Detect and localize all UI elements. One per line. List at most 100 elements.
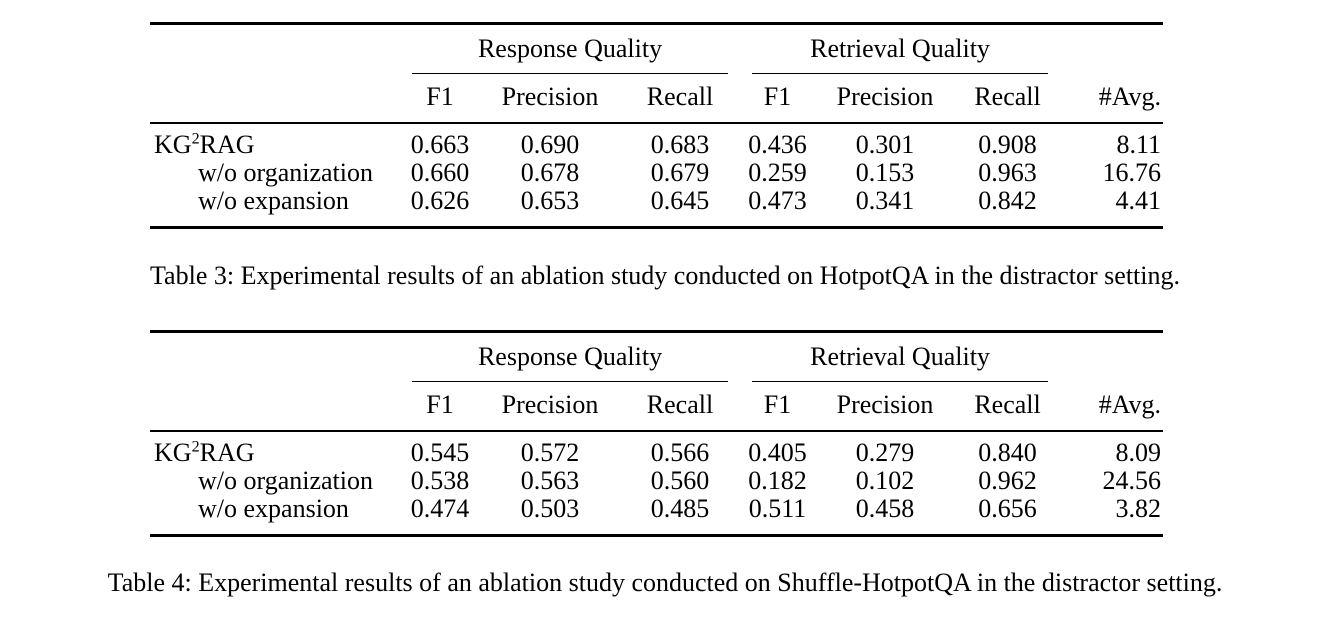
table-row-wo-organization: w/o organization 0.660 0.678 0.679 0.259… <box>150 159 1163 187</box>
column-header-avg: #Avg. <box>1060 382 1164 432</box>
column-group-label: Response Quality <box>412 25 729 74</box>
metric-value-cell: 0.259 <box>748 158 807 187</box>
column-header-precision: Precision <box>480 74 620 124</box>
metric-value-cell: 0.663 <box>410 130 470 159</box>
metric-value-cell: 0.626 <box>410 186 470 215</box>
stub-cell <box>1060 332 1163 383</box>
metric-value-cell: 0.405 <box>748 438 807 467</box>
column-group-response-quality: Response Quality <box>400 24 740 74</box>
table-row-kg2rag: KG2RAG 0.545 0.572 0.566 0.405 0.279 0.8… <box>150 431 1163 467</box>
metric-value-cell: 0.683 <box>650 130 710 159</box>
metric-value-cell: 24.56 <box>1102 466 1162 495</box>
table-caption-3: Table 3: Experimental results of an abla… <box>149 261 1180 290</box>
metric-value-cell: 0.473 <box>748 186 807 215</box>
column-group-label: Response Quality <box>412 333 729 382</box>
column-group-retrieval-quality: Retrieval Quality <box>740 332 1060 382</box>
column-header-precision: Precision <box>480 382 620 432</box>
column-group-row: Response Quality Retrieval Quality <box>150 332 1163 383</box>
results-table-shuffle-hotpotqa: Response Quality Retrieval Quality F1 Pr… <box>150 330 1164 537</box>
table-row-kg2rag: KG2RAG 0.663 0.690 0.683 0.436 0.301 0.9… <box>150 123 1163 159</box>
method-name: KG <box>154 438 192 467</box>
metric-value-cell: 0.538 <box>410 466 470 495</box>
metric-value-cell: 0.485 <box>650 494 710 523</box>
row-label: KG2RAG <box>150 123 400 159</box>
row-label: w/o expansion <box>150 495 400 536</box>
column-header-recall: Recall <box>620 74 741 124</box>
column-group-label: Retrieval Quality <box>752 25 1049 74</box>
metric-value-cell: 0.436 <box>748 130 807 159</box>
table-caption-4: Table 4: Experimental results of an abla… <box>107 568 1223 597</box>
column-header-row: F1 Precision Recall F1 Precision Recall … <box>150 74 1164 124</box>
metric-value-cell: 8.11 <box>1116 130 1162 159</box>
metric-value-cell: 0.678 <box>520 158 580 187</box>
stub-cell <box>150 74 400 124</box>
stub-cell <box>1060 24 1163 75</box>
table-row-wo-expansion: w/o expansion 0.626 0.653 0.645 0.473 0.… <box>150 187 1163 228</box>
metric-value-cell: 0.962 <box>978 466 1037 495</box>
method-name: KG <box>154 130 192 159</box>
column-header-recall: Recall <box>620 382 741 432</box>
metric-value-cell: 0.840 <box>978 438 1037 467</box>
row-label: w/o organization <box>150 467 400 495</box>
column-group-response-quality: Response Quality <box>400 332 740 382</box>
ablation-table: Response Quality Retrieval Quality F1 Pr… <box>150 22 1164 229</box>
column-header-row: F1 Precision Recall F1 Precision Recall … <box>150 382 1164 432</box>
metric-value-cell: 0.842 <box>978 186 1037 215</box>
metric-value-cell: 0.182 <box>748 466 807 495</box>
metric-value-cell: 0.679 <box>650 158 710 187</box>
metric-value-cell: 0.301 <box>855 130 915 159</box>
metric-value-cell: 0.660 <box>410 158 470 187</box>
stub-cell <box>150 24 400 75</box>
column-header-f1: F1 <box>400 382 480 432</box>
metric-value-cell: 0.279 <box>855 438 915 467</box>
column-header-recall: Recall <box>955 382 1061 432</box>
column-group-row: Response Quality Retrieval Quality <box>150 24 1163 75</box>
table-row-wo-expansion: w/o expansion 0.474 0.503 0.485 0.511 0.… <box>150 495 1163 536</box>
stub-cell <box>150 332 400 383</box>
metric-value-cell: 0.572 <box>520 438 580 467</box>
metric-value-cell: 0.908 <box>978 130 1037 159</box>
metric-value-cell: 8.09 <box>1115 438 1162 467</box>
column-header-f1: F1 <box>740 74 816 124</box>
metric-value-cell: 0.566 <box>650 438 710 467</box>
method-name: w/o organization <box>198 158 373 187</box>
column-header-precision: Precision <box>815 382 956 432</box>
column-header-avg: #Avg. <box>1060 74 1164 124</box>
metric-value-cell: 0.963 <box>978 158 1037 187</box>
results-table-hotpotqa: Response Quality Retrieval Quality F1 Pr… <box>150 22 1164 229</box>
method-name: w/o expansion <box>198 186 349 215</box>
column-header-precision: Precision <box>815 74 956 124</box>
metric-value-cell: 0.690 <box>520 130 580 159</box>
metric-value-cell: 0.645 <box>650 186 710 215</box>
superscript: 2 <box>191 130 200 148</box>
metric-value-cell: 0.545 <box>410 438 470 467</box>
column-header-recall: Recall <box>955 74 1061 124</box>
metric-value-cell: 0.563 <box>520 466 580 495</box>
metric-value-cell: 0.341 <box>855 186 915 215</box>
method-name: RAG <box>199 130 255 159</box>
method-name: RAG <box>199 438 255 467</box>
method-name: w/o organization <box>198 466 373 495</box>
metric-value-cell: 3.82 <box>1115 494 1162 523</box>
metric-value-cell: 0.503 <box>520 494 580 523</box>
stub-cell <box>150 382 400 432</box>
metric-value-cell: 0.656 <box>978 494 1037 523</box>
ablation-table: Response Quality Retrieval Quality F1 Pr… <box>150 330 1164 537</box>
metric-value-cell: 0.102 <box>855 466 915 495</box>
metric-value-cell: 4.41 <box>1115 186 1162 215</box>
metric-value-cell: 0.153 <box>855 158 915 187</box>
superscript: 2 <box>191 438 200 456</box>
metric-value-cell: 16.76 <box>1102 158 1162 187</box>
column-group-retrieval-quality: Retrieval Quality <box>740 24 1060 74</box>
column-header-f1: F1 <box>400 74 480 124</box>
row-label: w/o expansion <box>150 187 400 228</box>
metric-value-cell: 0.653 <box>520 186 580 215</box>
column-header-f1: F1 <box>740 382 816 432</box>
metric-value-cell: 0.511 <box>748 494 807 523</box>
table-row-wo-organization: w/o organization 0.538 0.563 0.560 0.182… <box>150 467 1163 495</box>
row-label: KG2RAG <box>150 431 400 467</box>
column-group-label: Retrieval Quality <box>752 333 1049 382</box>
metric-value-cell: 0.458 <box>855 494 915 523</box>
metric-value-cell: 0.560 <box>650 466 710 495</box>
